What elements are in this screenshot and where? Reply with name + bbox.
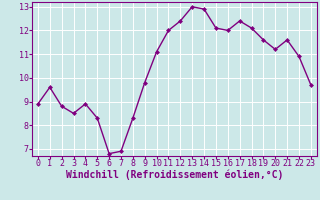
X-axis label: Windchill (Refroidissement éolien,°C): Windchill (Refroidissement éolien,°C) <box>66 170 283 180</box>
